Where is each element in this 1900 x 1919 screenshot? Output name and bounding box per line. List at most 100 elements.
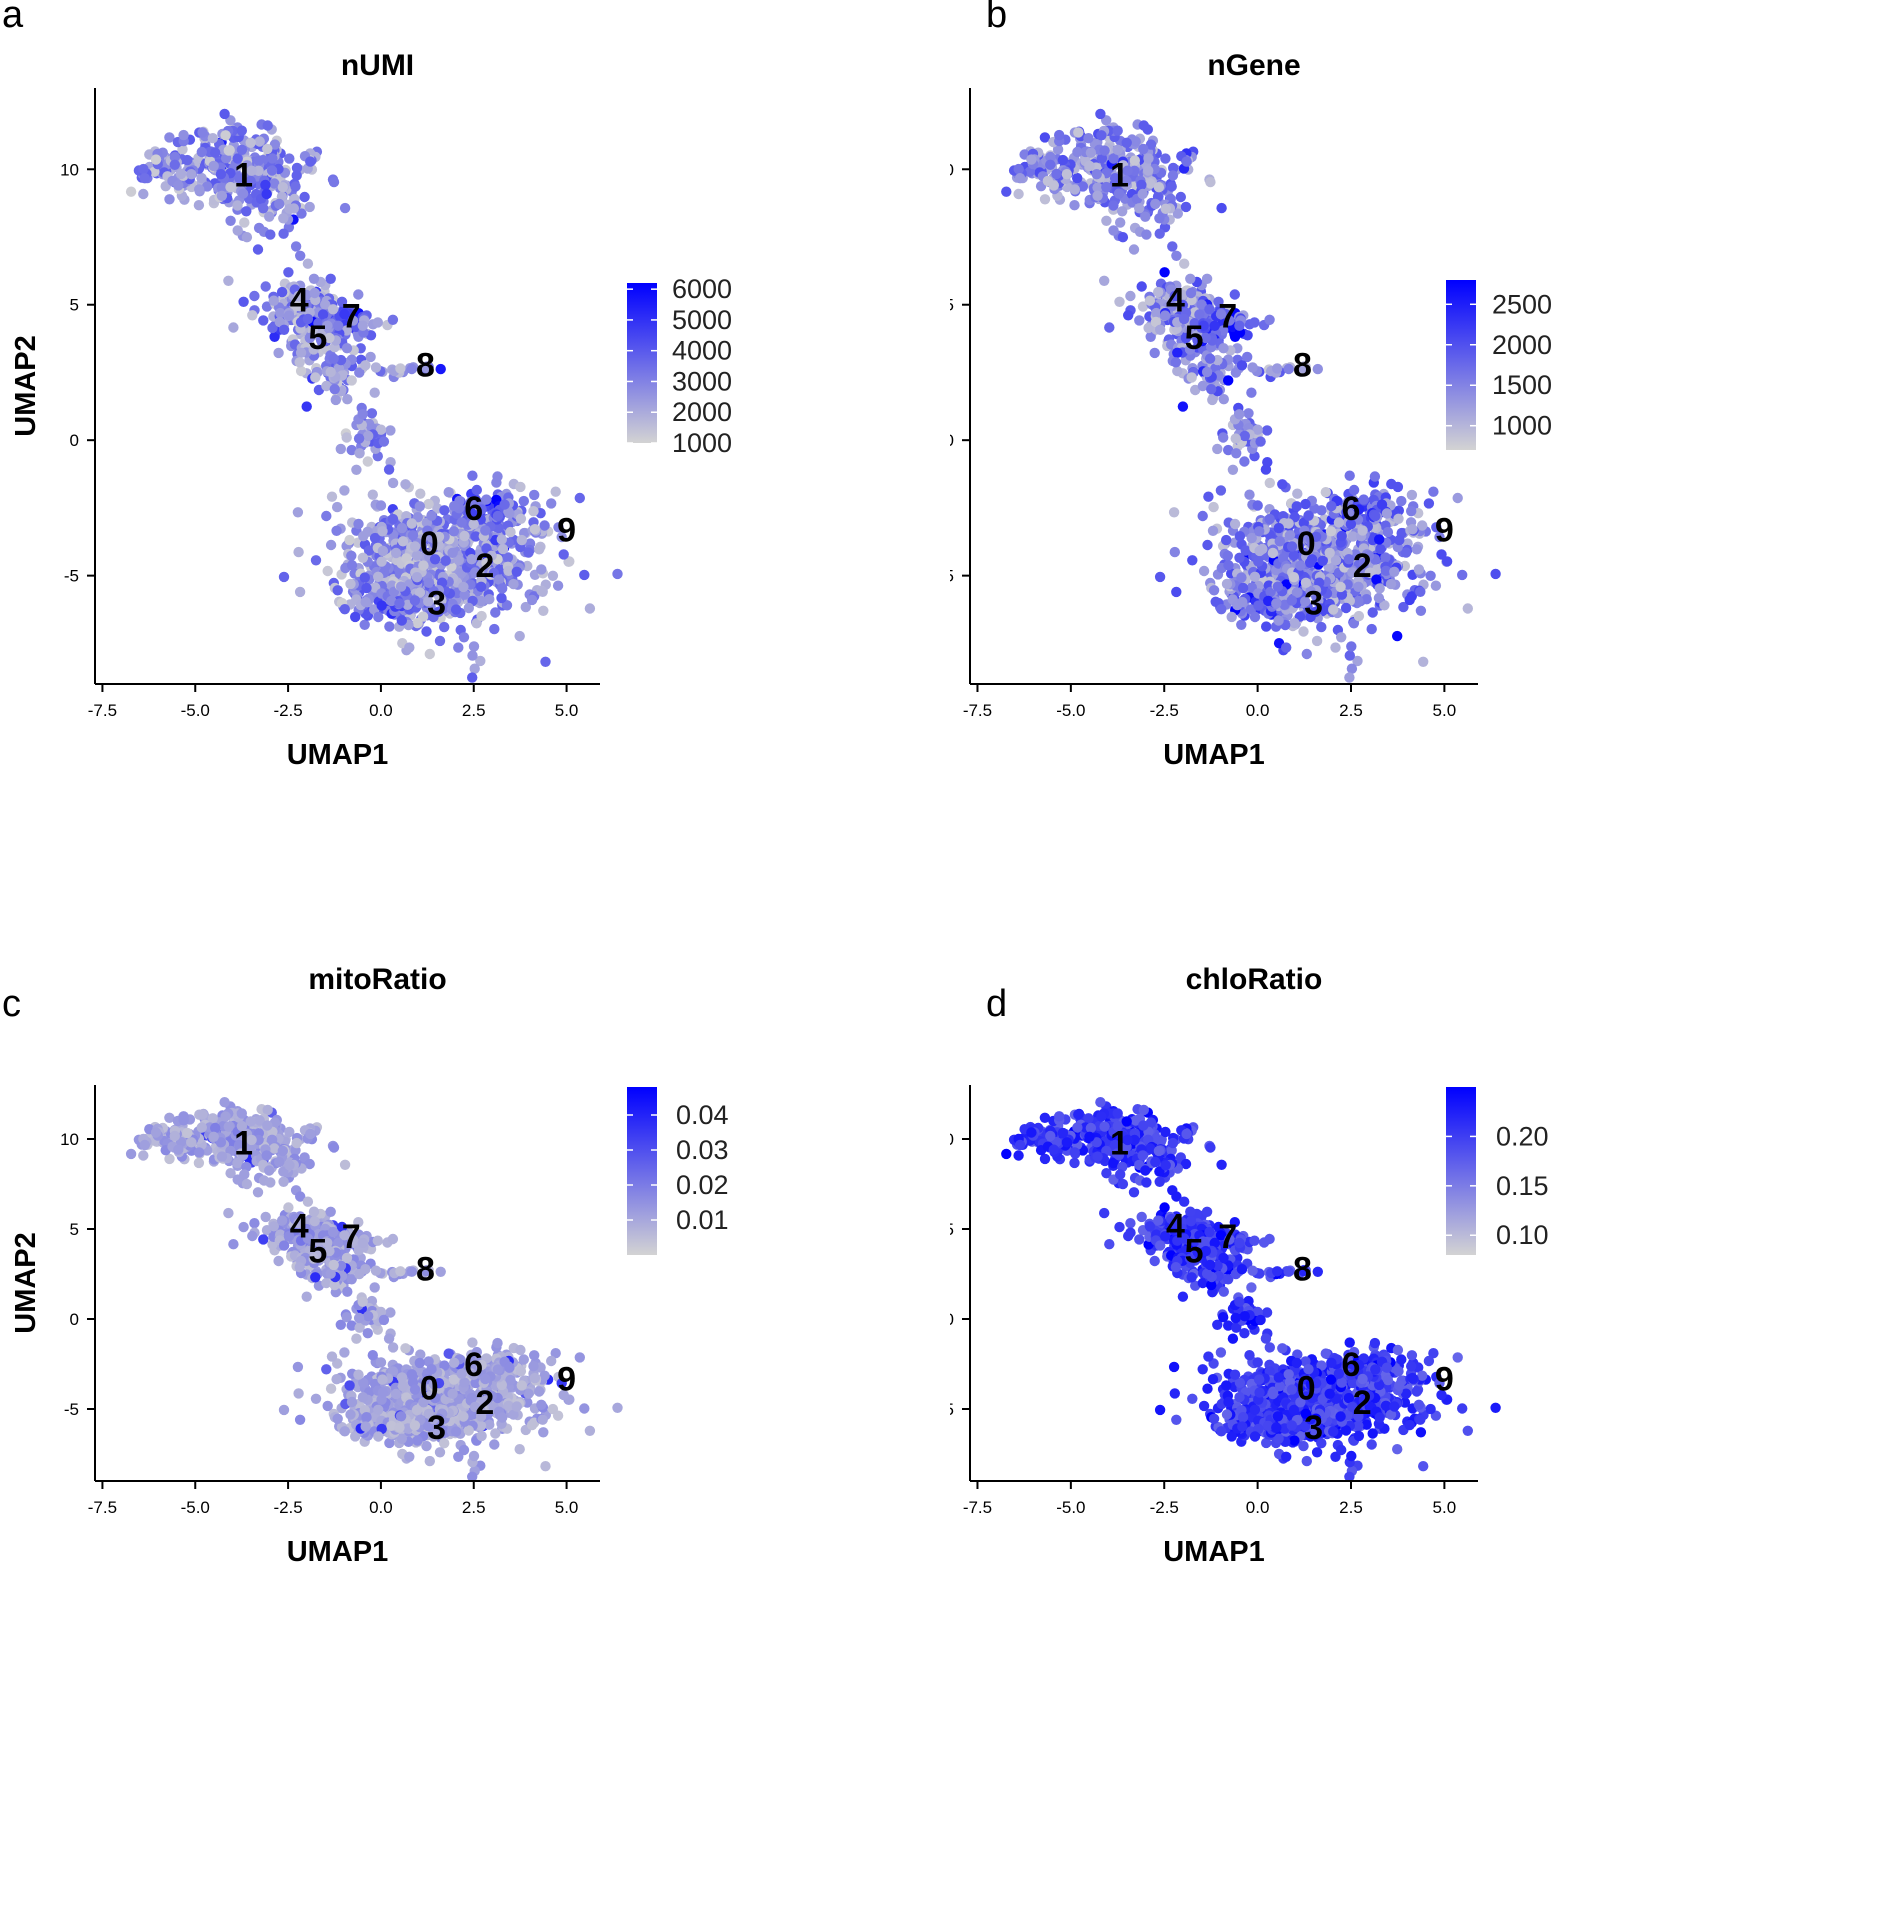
cluster-label: 3 <box>1304 585 1323 623</box>
colorbar-label: 1500 <box>1492 370 1552 400</box>
data-point <box>404 1452 414 1462</box>
data-point <box>151 154 161 164</box>
data-point <box>515 1444 525 1454</box>
data-point <box>1171 587 1181 597</box>
colorbar-label: 1000 <box>672 428 732 458</box>
data-point <box>376 556 386 566</box>
data-point <box>209 1132 219 1142</box>
data-point <box>151 1127 161 1137</box>
data-point <box>278 1177 288 1187</box>
data-point <box>1345 471 1355 481</box>
x-axis-label: UMAP1 <box>1163 739 1265 771</box>
data-point <box>1228 465 1238 475</box>
data-point <box>397 615 407 625</box>
data-point <box>329 177 339 187</box>
data-point <box>255 136 265 146</box>
data-point <box>425 1456 435 1466</box>
data-point <box>1337 531 1347 541</box>
data-point <box>225 216 235 226</box>
data-point <box>1253 500 1263 510</box>
data-point <box>217 1151 227 1161</box>
data-point <box>293 547 303 557</box>
data-point <box>224 145 234 155</box>
data-point <box>1015 173 1025 183</box>
data-point <box>536 564 546 574</box>
data-point <box>398 536 408 546</box>
data-point <box>492 471 502 481</box>
data-point <box>1138 144 1148 154</box>
data-point <box>1187 555 1197 565</box>
data-point <box>371 362 381 372</box>
data-point <box>1328 604 1338 614</box>
data-point <box>519 496 529 506</box>
data-point <box>182 1128 192 1138</box>
data-point <box>347 375 357 385</box>
y-tick-label: 5 <box>950 296 954 315</box>
data-point <box>1230 519 1240 529</box>
data-point <box>505 527 515 537</box>
data-point <box>1249 317 1259 327</box>
data-point <box>373 572 383 582</box>
data-point <box>1394 535 1404 545</box>
data-point <box>347 1397 357 1407</box>
data-point <box>1095 109 1105 119</box>
data-point <box>224 1121 234 1131</box>
data-point <box>371 1266 381 1276</box>
data-point <box>1207 395 1217 405</box>
data-point <box>273 1256 283 1266</box>
data-point <box>519 1354 529 1364</box>
data-point <box>1176 192 1186 202</box>
data-point <box>540 1461 550 1471</box>
data-point <box>209 161 219 171</box>
data-point <box>344 1380 354 1390</box>
colorbar-label: 3000 <box>672 366 732 396</box>
data-point <box>339 1347 349 1357</box>
data-point <box>490 1428 500 1438</box>
data-point <box>309 1207 319 1217</box>
data-point <box>353 1370 363 1380</box>
data-point <box>1326 526 1336 536</box>
data-point <box>1277 479 1287 489</box>
data-point <box>377 1374 387 1384</box>
data-point <box>400 479 410 489</box>
data-point <box>559 549 569 559</box>
data-point <box>469 1451 479 1461</box>
data-point <box>342 432 352 442</box>
y-tick-label: 0 <box>70 431 79 450</box>
data-point <box>274 199 284 209</box>
data-point <box>1137 281 1147 291</box>
data-point <box>579 1403 589 1413</box>
y-tick-label: -5 <box>950 567 954 586</box>
data-point <box>267 153 277 163</box>
data-point <box>1203 492 1213 502</box>
data-point <box>1231 448 1241 458</box>
data-point <box>292 170 302 180</box>
data-point <box>384 464 394 474</box>
cluster-label: 4 <box>1166 281 1185 319</box>
data-point <box>1069 200 1079 210</box>
data-point <box>435 636 445 646</box>
data-point <box>373 317 383 327</box>
data-point <box>1062 169 1072 179</box>
data-point <box>1054 130 1064 140</box>
cluster-label: 8 <box>1293 346 1312 384</box>
data-point <box>1386 579 1396 589</box>
cluster-label: 5 <box>308 319 327 357</box>
data-point <box>1273 581 1283 591</box>
data-point <box>1221 535 1231 545</box>
data-point <box>330 384 340 394</box>
data-point <box>1155 572 1165 582</box>
data-point <box>247 310 257 320</box>
data-point <box>241 206 251 216</box>
data-point <box>140 173 150 183</box>
data-point <box>497 583 507 593</box>
data-point <box>459 1445 469 1455</box>
data-point <box>1341 603 1351 613</box>
data-point <box>378 1387 388 1397</box>
data-point <box>1101 216 1111 226</box>
data-point <box>1045 160 1055 170</box>
colorbar-label: 2000 <box>1492 330 1552 360</box>
data-point <box>459 531 469 541</box>
data-point <box>1108 200 1118 210</box>
data-point <box>360 360 370 370</box>
